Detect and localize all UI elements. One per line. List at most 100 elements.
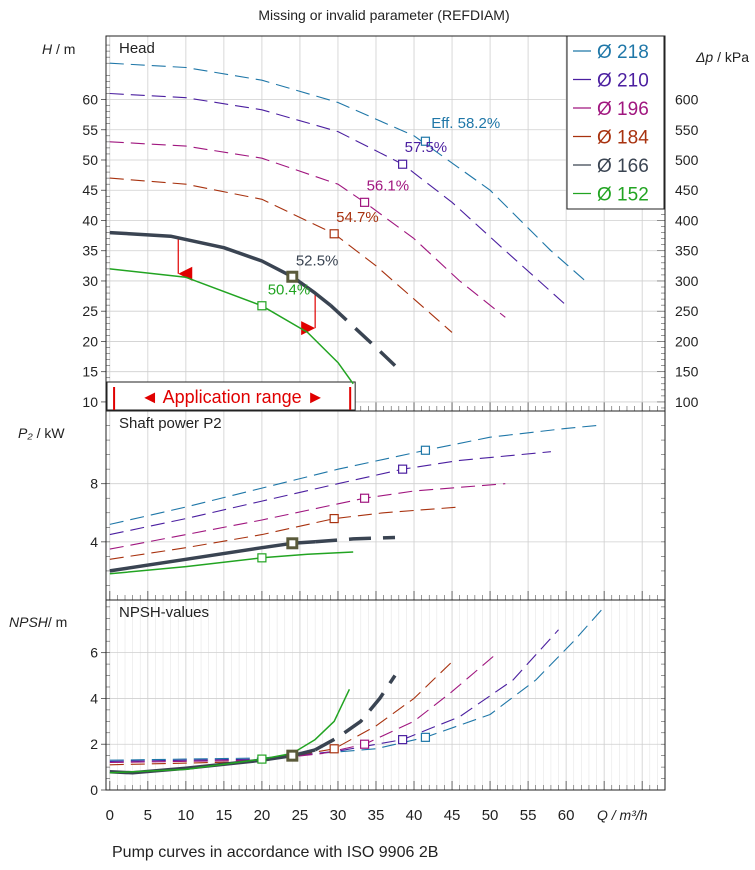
- y-tick-label: 25: [82, 303, 98, 319]
- operating-point-196: [359, 493, 370, 503]
- operating-point-166: [286, 537, 299, 550]
- curve-218-dashed: [109, 62, 590, 285]
- x-tick-label: 35: [368, 807, 385, 824]
- curve-152-solid: [109, 551, 354, 575]
- application-range-label: ◄ Application range ►: [141, 387, 325, 407]
- dp-tick-label: 600: [675, 92, 699, 108]
- efficiency-label-166: 52.5%: [296, 253, 339, 270]
- legend: Ø 218 Ø 210 Ø 196 Ø 184 Ø 166 Ø 152: [566, 35, 665, 210]
- x-tick-label: 50: [482, 807, 499, 824]
- legend-label-218: Ø 218: [597, 42, 649, 63]
- dp-tick-label: 200: [675, 333, 699, 349]
- y-tick-label: 2: [90, 736, 98, 752]
- x-tick-label: 45: [444, 807, 461, 824]
- power-panel: 4 8 Shaft power P2: [90, 410, 666, 601]
- efficiency-label-196: 56.1%: [367, 178, 410, 195]
- panel-title: Head: [119, 40, 155, 57]
- curve-184-dashed: [109, 506, 460, 560]
- legend-label-184: Ø 184: [597, 128, 649, 149]
- curve-166-dashed: [329, 303, 397, 367]
- efficiency-label-152: 50.4%: [268, 282, 311, 299]
- x-tick-label: 40: [406, 807, 423, 824]
- efficiency-label-218: Eff. 58.2%: [431, 115, 500, 132]
- panel-frame: [105, 410, 666, 601]
- min-flow-arrow: [178, 266, 193, 281]
- curve-196-dashed: [109, 141, 506, 318]
- x-tick-label: 30: [330, 807, 347, 824]
- operating-point-218: [420, 136, 431, 146]
- dp-tick-label: 300: [675, 273, 699, 289]
- y-tick-label: 15: [82, 364, 98, 380]
- x-tick-label: 55: [520, 807, 537, 824]
- operating-point-210: [398, 159, 408, 169]
- y-tick-label: 4: [90, 690, 98, 706]
- panel-title: NPSH-values: [119, 604, 209, 621]
- y-tick-label: 40: [82, 212, 98, 228]
- efficiency-label-184: 54.7%: [336, 209, 379, 226]
- operating-point-210: [398, 464, 408, 474]
- operating-point-184: [329, 744, 339, 754]
- operating-point-184: [329, 229, 339, 239]
- panel-frame: [105, 599, 666, 791]
- legend-label-210: Ø 210: [597, 71, 649, 92]
- x-tick-label: 0: [106, 807, 114, 824]
- x-tick-label: 5: [144, 807, 152, 824]
- x-tick-label: 60: [558, 807, 575, 824]
- y-tick-label: 0: [90, 782, 98, 798]
- y-tick-label: 35: [82, 243, 98, 259]
- y-tick-label: 20: [82, 333, 98, 349]
- x-tick-label: 10: [178, 807, 195, 824]
- panel-title: Shaft power P2: [119, 415, 222, 432]
- curve-166-solid: [109, 230, 332, 307]
- x-tick-label: 20: [254, 807, 271, 824]
- power-axis-label: P₂ / kW: [18, 425, 65, 441]
- y-tick-label: 55: [82, 122, 98, 138]
- curve-152-solid: [109, 268, 354, 385]
- y-tick-label: 4: [90, 534, 98, 550]
- curve-210-dashed: [109, 92, 567, 306]
- curve-210-dashed: [109, 451, 551, 536]
- header-message: Missing or invalid parameter (REFDIAM): [258, 7, 509, 23]
- operating-point-210: [398, 735, 408, 745]
- dp-axis-label: Δp / kPa: [695, 49, 749, 65]
- legend-label-166: Ø 166: [597, 156, 649, 177]
- operating-point-184: [329, 513, 339, 524]
- dp-tick-label: 450: [675, 182, 699, 198]
- head-axis-label: H / m: [42, 41, 75, 57]
- curve-166-dashed: [314, 535, 396, 544]
- curve-184-dashed: [109, 661, 453, 766]
- application-range-box: [106, 381, 356, 411]
- curve-218-dashed: [109, 424, 597, 525]
- efficiency-label-210: 57.5%: [405, 139, 448, 156]
- legend-label-152: Ø 152: [597, 185, 649, 206]
- operating-point-152: [257, 754, 267, 764]
- operating-point-218: [420, 445, 431, 455]
- y-tick-label: 10: [82, 394, 98, 410]
- curve-210-dashed: [109, 629, 559, 762]
- y-tick-label: 8: [90, 476, 98, 492]
- curve-218-dashed: [109, 606, 605, 761]
- x-tick-label: 15: [216, 807, 233, 824]
- curve-196-dashed: [109, 483, 506, 550]
- y-tick-label: 6: [90, 645, 98, 661]
- y-tick-label: 45: [82, 182, 98, 198]
- dp-tick-label: 400: [675, 212, 699, 228]
- operating-point-196: [359, 197, 370, 207]
- curve-166-dashed: [314, 674, 397, 752]
- operating-point-196: [359, 739, 370, 749]
- max-flow-arrow: [301, 321, 316, 336]
- npsh-axis-label: NPSH/ m: [9, 614, 67, 630]
- operating-point-152: [257, 553, 267, 563]
- y-tick-label: 30: [82, 273, 98, 289]
- curve-152-solid: [109, 688, 351, 774]
- operating-point-152: [257, 301, 267, 311]
- operating-point-218: [420, 732, 431, 742]
- y-tick-label: 60: [82, 92, 98, 108]
- legend-box: [566, 35, 665, 210]
- y-tick-label: 50: [82, 152, 98, 168]
- dp-tick-label: 250: [675, 303, 699, 319]
- legend-label-196: Ø 196: [597, 99, 649, 120]
- curve-166-solid: [109, 540, 316, 573]
- x-tick-label: 25: [292, 807, 309, 824]
